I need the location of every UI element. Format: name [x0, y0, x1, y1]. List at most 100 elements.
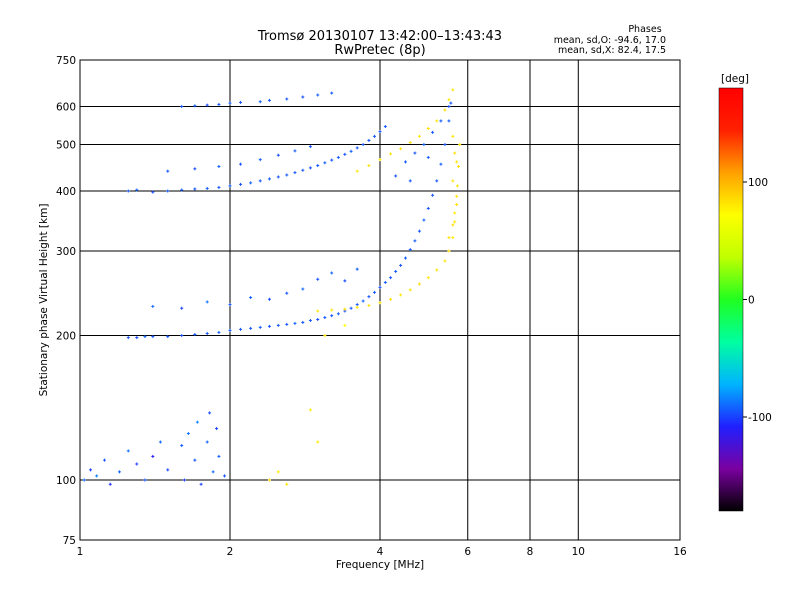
data-point — [135, 462, 139, 466]
data-point — [336, 155, 340, 159]
data-point — [378, 130, 382, 134]
data-point — [435, 179, 439, 183]
data-point — [217, 185, 221, 189]
data-point — [276, 175, 280, 179]
data-point — [217, 102, 221, 106]
data-point — [258, 179, 262, 183]
data-point — [383, 280, 387, 284]
data-point — [249, 326, 253, 330]
data-point — [355, 303, 359, 307]
data-point — [399, 293, 403, 297]
data-point — [355, 146, 359, 150]
data-point — [151, 304, 155, 308]
plot-frame — [79, 59, 681, 541]
data-point — [293, 171, 297, 175]
data-point — [361, 299, 365, 303]
data-point — [323, 334, 327, 338]
data-point — [449, 101, 453, 105]
data-point — [367, 164, 371, 168]
x-tick-label-1: 2 — [227, 546, 234, 558]
data-point — [89, 468, 93, 472]
data-point — [394, 174, 398, 178]
data-point — [451, 236, 455, 240]
data-point — [455, 184, 459, 188]
data-point — [180, 334, 184, 338]
data-point — [453, 211, 457, 215]
data-point — [151, 454, 155, 458]
data-point — [193, 167, 197, 171]
data-point — [394, 269, 398, 273]
colorbar-label: [deg] — [721, 73, 749, 85]
data-point — [276, 323, 280, 327]
data-point — [389, 152, 393, 156]
data-point — [267, 177, 271, 181]
data-point — [217, 164, 221, 168]
data-point — [451, 179, 455, 183]
data-point — [443, 143, 447, 147]
data-point — [293, 149, 297, 153]
data-point — [239, 162, 243, 166]
data-point — [228, 328, 232, 332]
data-point — [193, 104, 197, 108]
data-point — [316, 93, 320, 97]
data-point — [223, 474, 227, 478]
data-point — [447, 236, 451, 240]
data-point — [193, 458, 197, 462]
data-point — [228, 184, 232, 188]
data-point — [451, 134, 455, 138]
data-point — [249, 181, 253, 185]
data-point — [126, 336, 130, 340]
x-tick-label-0: 1 — [77, 546, 84, 558]
x-tick-label-5: 10 — [572, 546, 585, 558]
data-point — [228, 303, 232, 307]
data-point — [180, 188, 184, 192]
data-point — [285, 97, 289, 101]
data-point — [439, 162, 443, 166]
data-point — [336, 312, 340, 316]
data-point — [217, 330, 221, 334]
data-point — [330, 314, 334, 318]
data-point — [143, 335, 147, 339]
data-point — [308, 145, 312, 149]
data-point — [413, 239, 417, 243]
data-point — [403, 256, 407, 260]
data-point — [126, 189, 130, 193]
data-point — [367, 303, 371, 307]
y-tick-label-7: 750 — [56, 55, 76, 67]
data-point — [361, 143, 365, 147]
phase-stats-o: mean, sd,O: -94.6, 17.0 — [554, 35, 666, 46]
data-point — [453, 220, 457, 224]
data-point — [431, 193, 435, 197]
data-point — [355, 169, 359, 173]
data-point — [82, 478, 86, 482]
data-point — [451, 223, 455, 227]
data-point — [323, 316, 327, 320]
data-point — [316, 277, 320, 281]
data-point — [258, 158, 262, 162]
phase-stats-x: mean, sd,X: 82.4, 17.5 — [558, 45, 666, 56]
data-point — [447, 249, 451, 253]
data-point — [417, 134, 421, 138]
data-point — [378, 158, 382, 162]
data-point — [316, 317, 320, 321]
data-point — [343, 152, 347, 156]
y-tick-label-2: 200 — [56, 331, 76, 343]
data-point — [435, 119, 439, 123]
data-point — [182, 478, 186, 482]
data-point — [417, 229, 421, 233]
data-point — [413, 151, 417, 155]
data-point — [447, 98, 451, 102]
y-tick-label-0: 75 — [63, 535, 76, 547]
data-point — [180, 306, 184, 310]
data-point — [180, 444, 184, 448]
data-point — [195, 420, 199, 424]
y-tick-label-3: 300 — [56, 246, 76, 258]
data-point — [166, 335, 170, 339]
data-point — [205, 440, 209, 444]
data-point — [453, 151, 457, 155]
data-point — [408, 140, 412, 144]
data-point — [285, 291, 289, 295]
data-point — [208, 411, 212, 415]
data-point — [435, 268, 439, 272]
data-point — [166, 189, 170, 193]
